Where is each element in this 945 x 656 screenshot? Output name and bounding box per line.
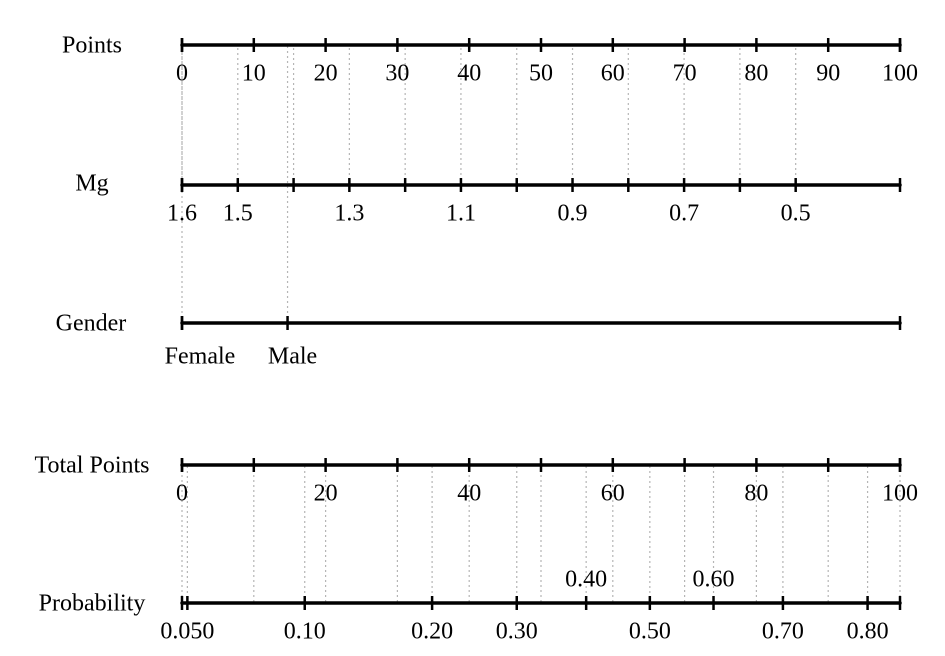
tick-label: 0	[176, 481, 188, 507]
tick-label: 0.50	[629, 619, 671, 645]
tick-label: 0.10	[284, 619, 326, 645]
category-label: Female	[165, 344, 236, 370]
tick-label: 0	[176, 61, 188, 87]
tick-label: 0.9	[558, 201, 588, 227]
tick-label: 0.20	[411, 619, 453, 645]
tick-label: 100	[882, 481, 918, 507]
tick-label: 1.5	[223, 201, 253, 227]
tick-label: 100	[882, 61, 918, 87]
tick-label: 80	[744, 481, 768, 507]
tick-label: 1.6	[167, 201, 197, 227]
tick-label: 1.1	[446, 201, 476, 227]
tick-label: 60	[601, 481, 625, 507]
tick-label: 40	[457, 61, 481, 87]
tick-label: 0.7	[669, 201, 699, 227]
tick-label: 0.80	[847, 619, 889, 645]
tick-label: 0.30	[496, 619, 538, 645]
tick-label: 40	[457, 481, 481, 507]
tick-label: 60	[601, 61, 625, 87]
category-label: Male	[268, 344, 317, 370]
tick-label: 50	[529, 61, 553, 87]
tick-label: 20	[314, 481, 338, 507]
tick-label: 80	[744, 61, 768, 87]
tick-label: 0.60	[693, 567, 735, 593]
tick-label: 0.5	[781, 201, 811, 227]
tick-label: 70	[673, 61, 697, 87]
tick-label: 20	[314, 61, 338, 87]
axis-name: Mg	[75, 171, 108, 197]
tick-label: 0.70	[762, 619, 804, 645]
tick-label: 0.050	[160, 619, 214, 645]
axis-name: Gender	[56, 311, 127, 337]
tick-label: 1.3	[334, 201, 364, 227]
tick-label: 0.40	[565, 567, 607, 593]
tick-label: 30	[385, 61, 409, 87]
axis-name: Probability	[39, 591, 146, 617]
tick-label: 90	[816, 61, 840, 87]
axis-name: Points	[62, 33, 122, 59]
tick-label: 10	[242, 61, 266, 87]
axis-name: Total Points	[35, 453, 150, 479]
